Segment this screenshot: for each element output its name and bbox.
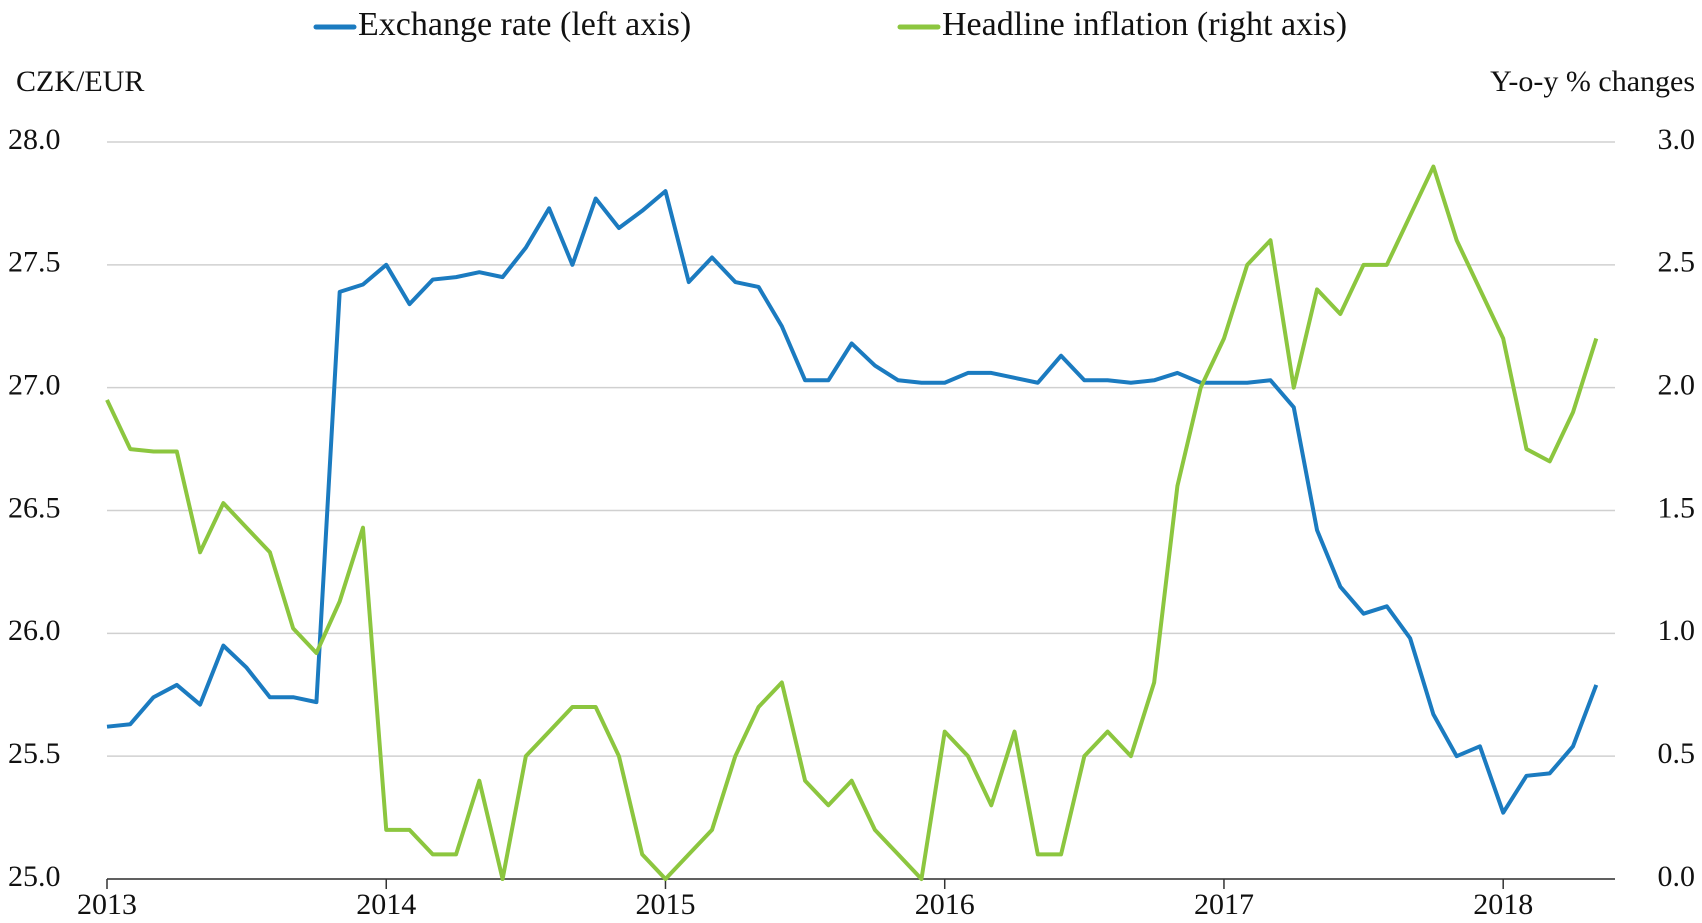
y2-tick-label: 1.5 [1658, 491, 1696, 524]
y2-tick-label: 2.5 [1658, 246, 1696, 279]
y-tick-label: 27.5 [8, 246, 61, 279]
y2-tick-label: 0.5 [1658, 737, 1696, 770]
legend-label: Exchange rate (left axis) [358, 6, 691, 43]
y2-tick-label: 0.0 [1658, 860, 1696, 893]
y2-tick-label: 3.0 [1658, 123, 1696, 156]
y2-tick-label: 1.0 [1658, 614, 1696, 647]
x-tick-label: 2018 [1473, 888, 1533, 921]
y-tick-label: 26.5 [8, 491, 61, 524]
y-tick-label: 26.0 [8, 614, 61, 647]
y-axis-title: CZK/EUR [16, 65, 144, 98]
y2-axis-title: Y-o-y % changes [1490, 65, 1695, 98]
y-tick-label: 25.5 [8, 737, 61, 770]
y-tick-label: 28.0 [8, 123, 61, 156]
y-tick-label: 27.0 [8, 369, 61, 402]
legend-label: Headline inflation (right axis) [942, 6, 1347, 43]
series-line [106, 189, 1599, 815]
x-tick-label: 2015 [635, 888, 695, 921]
series-line [105, 164, 1599, 881]
y-tick-label: 25.0 [8, 860, 61, 893]
y2-tick-label: 2.0 [1658, 369, 1696, 402]
x-tick-label: 2017 [1194, 888, 1254, 921]
x-tick-label: 2016 [915, 888, 975, 921]
x-tick-label: 2013 [77, 888, 137, 921]
x-tick-label: 2014 [356, 888, 416, 921]
